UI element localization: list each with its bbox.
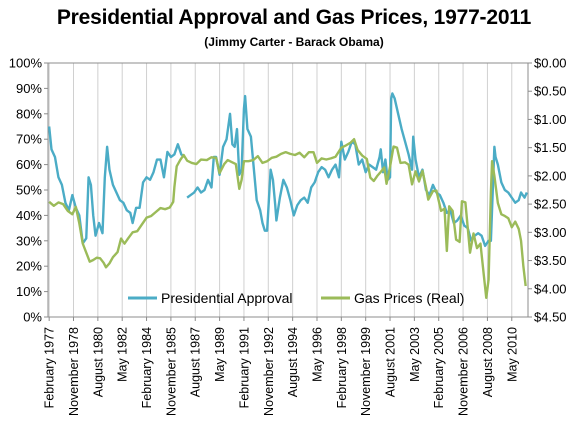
- presidential-approval-line: [186, 92, 528, 248]
- x-tick-label: November 1992: [262, 327, 276, 416]
- legend-label-gas-prices-real: Gas Prices (Real): [354, 290, 464, 306]
- x-tick-label: May 2003: [408, 327, 422, 382]
- chart-title: Presidential Approval and Gas Prices, 19…: [56, 6, 532, 29]
- y-right-tick-label: $3.50: [534, 253, 567, 268]
- series-lines: [47, 92, 528, 300]
- left-axis: 0% 10% 20% 30% 40% 50% 60% 70% 80% 90% 100%: [9, 56, 48, 325]
- x-tick-label: August 1994: [286, 327, 300, 397]
- presidential-approval-line: [47, 126, 186, 245]
- y-right-tick-label: $0.50: [534, 84, 567, 99]
- y-right-tick-label: $0.00: [534, 56, 567, 71]
- y-left-tick-label: 0%: [23, 310, 42, 325]
- y-left-tick-label: 10%: [16, 284, 42, 299]
- x-tick-label: February 1998: [335, 327, 349, 408]
- legend: Presidential Approval Gas Prices (Real): [128, 290, 464, 306]
- y-right-tick-label: $4.00: [534, 281, 567, 296]
- y-left-tick-label: 80%: [16, 106, 42, 121]
- y-left-tick-label: 30%: [16, 233, 42, 248]
- x-tick-label: August 2008: [481, 327, 495, 397]
- x-tick-label: November 1978: [67, 327, 81, 416]
- x-tick-label: November 1985: [164, 327, 178, 416]
- x-tick-label: February 1991: [237, 327, 251, 408]
- y-right-tick-label: $2.00: [534, 168, 567, 183]
- x-tick-label: August 2001: [384, 327, 398, 397]
- x-tick-label: August 1980: [91, 327, 105, 397]
- chart-subtitle: (Jimmy Carter - Barack Obama): [204, 35, 384, 49]
- y-left-tick-label: 40%: [16, 208, 42, 223]
- y-right-tick-label: $1.50: [534, 140, 567, 155]
- legend-label-presidential-approval: Presidential Approval: [161, 290, 293, 306]
- x-tick-label: August 1987: [189, 327, 203, 397]
- x-tick-label: November 2006: [457, 327, 471, 416]
- x-tick-label: May 1989: [213, 327, 227, 382]
- y-left-tick-label: 90%: [16, 81, 42, 96]
- y-left-tick-label: 60%: [16, 157, 42, 172]
- gas-prices-real-line: [48, 138, 527, 300]
- x-tick-label: February 1977: [43, 327, 57, 408]
- x-tick-label: February 2005: [432, 327, 446, 408]
- y-left-tick-label: 70%: [16, 132, 42, 147]
- y-right-tick-label: $4.50: [534, 310, 567, 325]
- y-right-tick-label: $3.00: [534, 225, 567, 240]
- y-left-tick-label: 50%: [16, 183, 42, 198]
- y-right-tick-label: $2.50: [534, 197, 567, 212]
- y-right-tick-label: $1.00: [534, 112, 567, 127]
- y-left-tick-label: 20%: [16, 259, 42, 274]
- x-tick-label: May 1996: [310, 327, 324, 382]
- x-tick-label: May 1982: [116, 327, 130, 382]
- x-tick-label: February 1984: [140, 327, 154, 408]
- y-left-tick-label: 100%: [9, 56, 43, 71]
- x-tick-label: November 1999: [359, 327, 373, 416]
- right-axis: $0.00 $0.50 $1.00 $1.50 $2.00 $2.50 $3.00 $3.50…: [528, 56, 567, 325]
- x-tick-label: May 2010: [505, 327, 519, 382]
- x-axis: February 1977 November 1978 August 1980 May…: [43, 317, 519, 416]
